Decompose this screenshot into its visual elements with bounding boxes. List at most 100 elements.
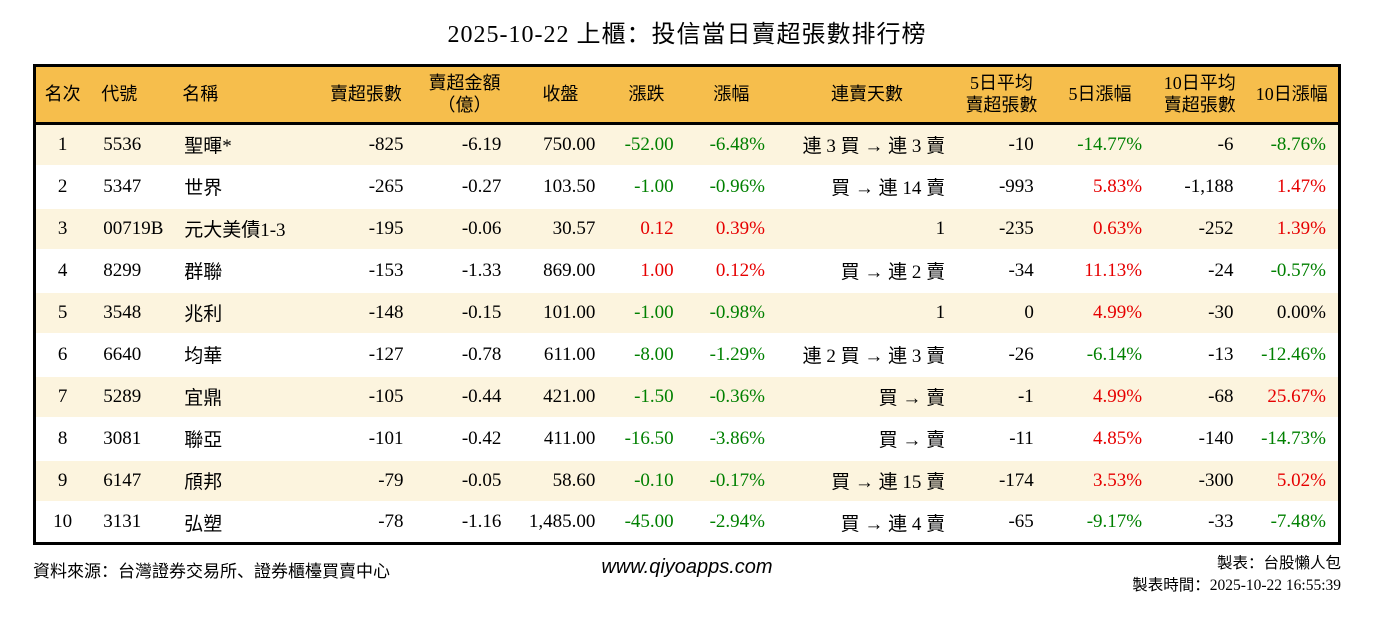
cell-name: 元大美債1-3 [184,220,286,241]
cell-sell-streak: 1 [935,217,946,239]
cell-change10-pct: 0.00% [1276,301,1326,323]
cell-sell-streak: 買 → 賣 [878,430,946,451]
cell-change-pct: -0.17% [709,469,765,491]
cell-change-pct: -0.96% [709,175,765,197]
table-row: 9 6147 頎邦 -79 -0.05 58.60 -0.10 -0.17% 買 → 連 15 … [34,459,1340,502]
cell-net-sell-amount: -0.44 [461,385,502,407]
cell-close: 750.00 [543,133,596,155]
data-source-note: 資料來源：台灣證券交易所、證券櫃檯買賣中心 [33,562,390,581]
cell-change: -8.00 [634,343,674,365]
cell-close: 30.57 [552,217,596,239]
table-row: 8 3081 聯亞 -101 -0.42 411.00 -16.50 -3.86% 買 → 賣 -… [34,417,1340,460]
cell-name: 弘塑 [184,513,223,535]
cell-change5-pct: -9.17% [1086,511,1143,533]
cell-code: 3081 [103,427,142,449]
cell-net-sell-volume: -101 [368,427,404,449]
cell-avg5-net-sell: -11 [1009,427,1034,449]
table-row: 3 00719B 元大美債1-3 -195 -0.06 30.57 0.12 0.39% 1 -2… [34,207,1340,250]
cell-net-sell-volume: -825 [368,133,404,155]
cell-code: 3548 [103,301,142,323]
cell-avg10-net-sell: -68 [1208,385,1234,407]
cell-avg5-net-sell: -65 [1008,511,1034,533]
cell-name: 世界 [184,178,223,199]
cell-net-sell-amount: -1.16 [461,511,502,533]
cell-avg10-net-sell: -30 [1208,301,1234,323]
header-rank: 名次 [34,65,90,125]
page-title: 2025-10-22 上櫃：投信當日賣超張數排行榜 [447,22,927,48]
header-net-sell-amount: 賣超金額 （億） [415,65,514,125]
cell-close: 869.00 [543,259,596,281]
header-close: 收盤 [513,65,608,125]
cell-name: 頎邦 [184,472,223,493]
cell-change: -16.50 [624,427,674,449]
cell-net-sell-volume: -195 [368,217,404,239]
cell-close: 103.50 [543,175,596,197]
cell-change5-pct: -6.14% [1086,343,1143,365]
cell-net-sell-amount: -6.19 [461,133,502,155]
table-row: 5 3548 兆利 -148 -0.15 101.00 -1.00 -0.98% 1 0 4.99%… [34,291,1340,334]
cell-change10-pct: 1.47% [1276,175,1326,197]
cell-avg5-net-sell: -174 [998,469,1034,491]
cell-name: 群聯 [184,262,223,283]
cell-change5-pct: 11.13% [1084,259,1143,281]
cell-change-pct: -0.36% [709,385,765,407]
cell-avg10-net-sell: -13 [1208,343,1234,365]
cell-sell-streak: 買 → 賣 [878,388,946,409]
cell-code: 8299 [103,259,142,281]
cell-rank: 5 [57,301,68,323]
cell-code: 6147 [103,469,142,491]
cell-rank: 4 [57,259,68,281]
cell-close: 101.00 [543,301,596,323]
cell-rank: 8 [57,427,68,449]
header-avg10-net-sell: 10日平均 賣超張數 [1154,65,1246,125]
cell-avg5-net-sell: -10 [1008,133,1034,155]
cell-change10-pct: -14.73% [1261,427,1326,449]
cell-close: 421.00 [543,385,596,407]
cell-change10-pct: 5.02% [1276,469,1326,491]
cell-change: -45.00 [624,511,674,533]
cell-change-pct: 0.12% [715,259,765,281]
cell-net-sell-amount: -0.78 [461,343,502,365]
cell-avg5-net-sell: -26 [1008,343,1034,365]
cell-net-sell-volume: -78 [378,511,404,533]
header-code: 代號 [89,65,171,125]
cell-name: 宜鼎 [184,388,223,409]
cell-name: 兆利 [184,304,223,325]
cell-net-sell-volume: -265 [368,175,404,197]
cell-sell-streak: 連 3 買 → 連 3 賣 [802,136,946,158]
cell-change: -1.50 [634,385,674,407]
website-url: www.qiyoapps.com [601,556,773,578]
cell-change10-pct: -8.76% [1270,133,1326,155]
cell-close: 1,485.00 [528,511,596,533]
header-change5-pct: 5日漲幅 [1045,65,1155,125]
cell-sell-streak: 買 → 連 14 賣 [831,178,946,199]
cell-net-sell-amount: -0.15 [461,301,502,323]
cell-close: 411.00 [543,427,596,449]
cell-rank: 7 [57,385,68,407]
cell-change: 0.12 [640,217,674,239]
cell-name: 聖暉* [184,136,232,158]
cell-avg5-net-sell: 0 [1024,301,1034,323]
cell-rank: 1 [57,133,68,155]
cell-change10-pct: 25.67% [1267,385,1326,407]
cell-rank: 3 [57,217,68,239]
cell-change10-pct: -0.57% [1270,259,1326,281]
cell-net-sell-amount: -1.33 [461,259,502,281]
credits-author: 製表：台股懶人包 [1216,555,1341,572]
cell-name: 均華 [184,346,223,367]
cell-change-pct: -3.86% [709,427,765,449]
header-change10-pct: 10日漲幅 [1245,65,1340,125]
table-row: 2 5347 世界 -265 -0.27 103.50 -1.00 -0.96% 買 → 連 1… [34,165,1340,208]
cell-avg10-net-sell: -1,188 [1184,175,1234,197]
ranking-table: 名次 代號 名稱 賣超張數 賣超金額 （億） 收盤 漲跌 漲幅 連賣天數 5日平均 賣超張數 5日漲… [33,64,1341,545]
cell-change10-pct: -12.46% [1261,343,1326,365]
credits-timestamp: 製表時間：2025-10-22 16:55:39 [1132,577,1341,594]
cell-avg10-net-sell: -300 [1198,469,1234,491]
header-net-sell-volume: 賣超張數 [316,65,416,125]
cell-change5-pct: 4.99% [1093,385,1143,407]
cell-change5-pct: -14.77% [1077,133,1143,155]
header-name: 名稱 [170,65,317,125]
table-row: 6 6640 均華 -127 -0.78 611.00 -8.00 -1.29% 連 2 買 →… [34,333,1340,376]
cell-net-sell-volume: -105 [368,385,404,407]
cell-avg10-net-sell: -33 [1208,511,1234,533]
